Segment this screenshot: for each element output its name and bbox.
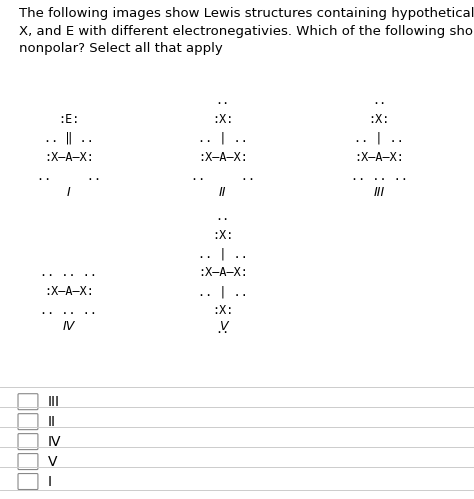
Text: II: II (219, 186, 227, 199)
FancyBboxPatch shape (18, 414, 38, 430)
Text: .. .. ..: .. .. .. (351, 170, 408, 183)
Text: :X—A—X:: :X—A—X: (44, 285, 94, 298)
FancyBboxPatch shape (18, 454, 38, 470)
Text: :X:: :X: (212, 304, 234, 317)
Text: The following images show Lewis structures containing hypothetical atoms A,
X, a: The following images show Lewis structur… (19, 7, 474, 55)
Text: .. .. ..: .. .. .. (40, 304, 97, 317)
Text: :X:: :X: (212, 229, 234, 242)
Text: .. | ..: .. | .. (354, 132, 404, 145)
Text: V: V (219, 320, 227, 333)
Text: .. | ..: .. | .. (198, 248, 248, 260)
Text: :X—A—X:: :X—A—X: (198, 151, 248, 164)
Text: IV: IV (47, 435, 61, 449)
Text: V: V (47, 455, 57, 469)
Text: II: II (47, 415, 55, 429)
Text: :X—A—X:: :X—A—X: (198, 266, 248, 279)
Text: ..: .. (216, 210, 230, 223)
Text: :X—A—X:: :X—A—X: (44, 151, 94, 164)
Text: III: III (47, 395, 59, 409)
Text: ..: .. (216, 323, 230, 336)
Text: .. | ..: .. | .. (198, 285, 248, 298)
Text: .. .. ..: .. .. .. (40, 266, 97, 279)
Text: I: I (67, 186, 71, 199)
Text: ..: .. (372, 94, 386, 107)
FancyBboxPatch shape (18, 394, 38, 410)
Text: :X:: :X: (212, 113, 234, 126)
Text: IV: IV (63, 320, 75, 333)
Text: .. ‖ ..: .. ‖ .. (44, 132, 94, 145)
FancyBboxPatch shape (18, 434, 38, 450)
Text: ..     ..: .. .. (191, 170, 255, 183)
Text: ..     ..: .. .. (36, 170, 101, 183)
Text: ..: .. (216, 94, 230, 107)
Text: :X—A—X:: :X—A—X: (354, 151, 404, 164)
Text: .. | ..: .. | .. (198, 132, 248, 145)
FancyBboxPatch shape (18, 474, 38, 490)
Text: :X:: :X: (368, 113, 390, 126)
Text: :E:: :E: (58, 113, 80, 126)
Text: III: III (374, 186, 385, 199)
Text: I: I (47, 475, 51, 489)
